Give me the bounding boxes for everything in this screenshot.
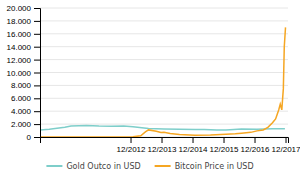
series-line <box>40 125 285 130</box>
grid-line <box>40 33 288 34</box>
tick-label: 2.000 <box>11 120 32 129</box>
grid-line <box>40 46 288 47</box>
tick-mark <box>34 73 40 74</box>
tick: 10.000 <box>7 69 40 78</box>
tick-label: 12/2012 <box>117 145 146 154</box>
legend-label: Bitcoin Price in USD <box>175 162 254 171</box>
tick-label: 18.000 <box>7 17 32 26</box>
tick: 12/2017 <box>272 137 300 154</box>
tick-label: 6.000 <box>11 94 32 103</box>
grid-line <box>40 124 288 125</box>
series-line <box>40 27 286 137</box>
tick-label: 12/2013 <box>148 145 177 154</box>
tick-mark <box>34 124 40 125</box>
tick: 18.000 <box>7 17 40 26</box>
tick-label: 12/2015 <box>210 145 239 154</box>
tick-label: 16.000 <box>7 30 32 39</box>
tick: 8.000 <box>11 81 40 90</box>
axis-line <box>41 138 289 144</box>
tick: 20.000 <box>7 4 40 13</box>
tick: 12.000 <box>7 56 40 65</box>
tick-label: 14.000 <box>7 43 32 52</box>
tick-mark <box>34 8 40 9</box>
tick-mark <box>131 137 132 143</box>
legend: Gold Outco in USD Bitcoin Price in USD <box>46 162 253 171</box>
tick: 12/2012 <box>117 137 146 154</box>
grid-line <box>40 111 288 112</box>
plot: 12/201212/201312/201412/201512/201612/20… <box>7 4 300 154</box>
tick-label: 12/2017 <box>272 145 300 154</box>
tick-label: 8.000 <box>11 81 32 90</box>
tick: 6.000 <box>11 94 40 103</box>
axis-line <box>34 9 41 138</box>
legend-swatch <box>155 165 171 167</box>
tick-mark <box>286 137 287 143</box>
tick-label: 12/2016 <box>241 145 270 154</box>
tick: 12/2014 <box>179 137 208 154</box>
legend-swatch <box>46 165 62 167</box>
tick-mark <box>193 137 194 143</box>
tick: 2.000 <box>11 120 40 129</box>
tick-mark <box>34 137 40 138</box>
legend-item: Bitcoin Price in USD <box>155 162 254 171</box>
tick-mark <box>34 85 40 86</box>
grid-line <box>40 98 288 99</box>
tick: 14.000 <box>7 43 40 52</box>
tick: 16.000 <box>7 30 40 39</box>
grid-line <box>40 8 288 9</box>
tick: 0 <box>27 133 40 142</box>
tick-label: 4.000 <box>11 107 32 116</box>
tick: 12/2015 <box>210 137 239 154</box>
legend-item: Gold Outco in USD <box>46 162 140 171</box>
tick-mark <box>34 111 40 112</box>
grid <box>40 8 288 137</box>
tick: 12/2016 <box>241 137 270 154</box>
grid-line <box>40 59 288 60</box>
tick-label: 12/2014 <box>179 145 208 154</box>
grid-line <box>40 72 288 73</box>
grid-line <box>40 20 288 21</box>
tick: 12/2013 <box>148 137 177 154</box>
tick-mark <box>255 137 256 143</box>
tick-mark <box>34 21 40 22</box>
tick-label: 20.000 <box>7 4 32 13</box>
tick-mark <box>34 34 40 35</box>
tick-mark <box>162 137 163 143</box>
lines <box>40 27 286 137</box>
x-axis: 12/201212/201312/201412/201512/201612/20… <box>41 137 300 154</box>
tick-label: 12.000 <box>7 56 32 65</box>
chart: 12/201212/201312/201412/201512/201612/20… <box>0 0 300 175</box>
legend-label: Gold Outco in USD <box>66 162 140 171</box>
y-axis: 0 2.000 4.000 6.000 8.000 10.000 12.000 14.000 1… <box>7 4 41 142</box>
tick-mark <box>224 137 225 143</box>
tick-mark <box>34 98 40 99</box>
tick-label: 0 <box>27 133 32 142</box>
tick-mark <box>34 47 40 48</box>
tick-mark <box>34 60 40 61</box>
grid-line <box>40 85 288 86</box>
tick-label: 10.000 <box>7 69 32 78</box>
tick: 4.000 <box>11 107 40 116</box>
